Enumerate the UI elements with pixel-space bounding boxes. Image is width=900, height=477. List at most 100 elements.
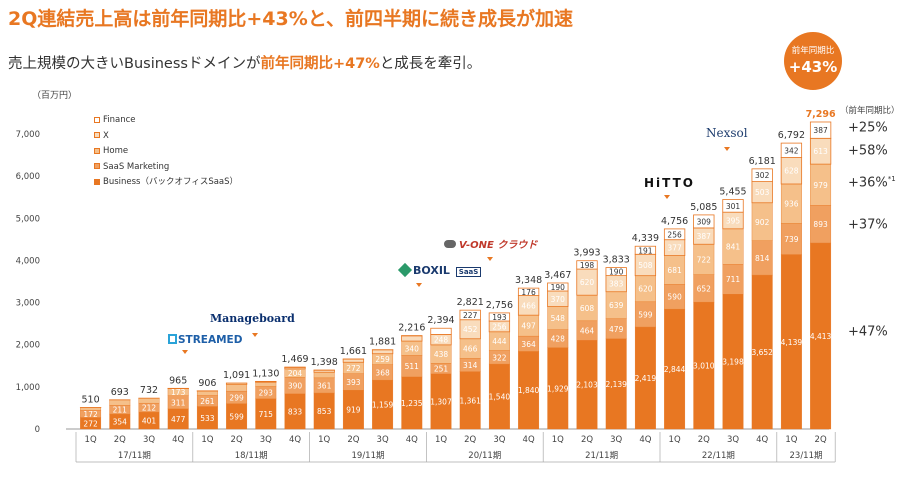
bar-segment [576, 260, 598, 270]
segment-label: 1,361 [459, 396, 481, 405]
x-tick-label: 1Q [435, 435, 447, 445]
legend-item-finance: Finance [94, 113, 238, 129]
segment-label: 979 [813, 181, 828, 190]
y-tick-label: 1,000 [16, 383, 40, 393]
total-label: 6,181 [749, 156, 776, 167]
legend-label: SaaS Marketing [103, 161, 170, 172]
bar-segment [751, 168, 773, 182]
segment-label: 2,103 [576, 381, 598, 390]
total-label: 6,792 [778, 130, 805, 141]
segment-label: 301 [726, 202, 741, 211]
segment-label: 340 [405, 344, 420, 353]
segment-label: 173 [171, 388, 186, 397]
x-tick-label: 3Q [260, 435, 272, 445]
period-label: 21/11期 [585, 451, 618, 461]
nexsol-logo-text: Nexsol [706, 126, 748, 140]
legend-label: Home [103, 146, 129, 156]
legend-swatch [94, 178, 100, 185]
segment-label: 613 [813, 147, 828, 156]
segment-label: 354 [113, 418, 128, 427]
total-label: 1,881 [369, 337, 396, 348]
segment-label: 2,419 [635, 374, 657, 383]
segment-label: 936 [784, 200, 799, 209]
total-label: 5,085 [690, 202, 717, 213]
segment-label: 3,652 [751, 348, 773, 357]
page-subtitle: 売上規模の大きいBusinessドメインが前年同期比+47%と成長を牽引。 [8, 52, 481, 73]
bar-segment [780, 142, 803, 158]
growth-label-x: +58% [848, 143, 888, 158]
chart-legend: Finance X Home SaaS Marketing Business（バ… [94, 113, 238, 191]
total-label: 2,394 [427, 315, 454, 326]
total-label: 3,993 [573, 248, 600, 259]
segment-label: 256 [667, 230, 682, 239]
segment-label: 212 [142, 404, 157, 413]
segment-label: 681 [667, 266, 682, 275]
y-tick-label: 0 [35, 425, 40, 435]
segment-label: 893 [813, 220, 828, 229]
x-tick-label: 2Q [698, 435, 710, 445]
acquisition-marker-icon [416, 283, 422, 287]
total-label: 4,756 [661, 216, 688, 227]
segment-label: 190 [551, 283, 566, 292]
segment-label: 191 [638, 246, 653, 255]
total-label: 693 [111, 387, 129, 398]
segment-label: 377 [667, 244, 682, 253]
acquisition-marker-icon [487, 257, 493, 261]
bar-segment [313, 372, 335, 379]
x-tick-label: 4Q [406, 435, 418, 445]
growth-value: +36% [848, 175, 888, 191]
segment-label: 833 [288, 407, 303, 416]
legend-item-home: Home [94, 144, 238, 160]
bar-segment [80, 407, 102, 411]
growth-value: +47% [848, 324, 888, 340]
y-tick-label: 5,000 [16, 214, 40, 224]
bar-segment [401, 335, 423, 342]
segment-label: 497 [521, 322, 536, 331]
period-label: 22/11期 [702, 451, 735, 461]
segment-label: 466 [521, 301, 536, 310]
y-tick-label: 6,000 [16, 172, 40, 182]
total-label: 1,130 [252, 368, 279, 379]
streamed-logo-text: STREAMED [178, 334, 243, 346]
bar-segment [109, 399, 131, 406]
segment-label: 628 [784, 167, 799, 176]
legend-swatch [94, 132, 100, 138]
segment-label: 508 [638, 261, 653, 270]
segment-label: 3,198 [722, 358, 744, 367]
growth-label-finance: +25% [848, 120, 888, 135]
legend-swatch [94, 116, 100, 123]
segment-label: 620 [638, 285, 653, 294]
segment-label: 652 [697, 284, 712, 293]
period-label: 20/11期 [468, 451, 501, 461]
total-label: 1,661 [340, 346, 367, 357]
growth-label-saas-marketing: +37% [848, 217, 888, 232]
x-tick-label: 4Q [756, 435, 768, 445]
segment-label: 599 [229, 412, 244, 421]
segment-label: 477 [171, 415, 186, 424]
acquisition-marker-icon [664, 195, 670, 199]
segment-label: 314 [463, 361, 478, 370]
yoy-badge-label: 前年同期比 [791, 46, 835, 56]
legend-swatch [94, 147, 100, 154]
total-label: 732 [140, 385, 158, 396]
vone-logo-icon [444, 240, 456, 248]
yoy-badge-value: +43% [788, 58, 838, 76]
segment-label: 211 [113, 406, 128, 415]
period-label: 19/11期 [352, 451, 385, 461]
x-tick-label: 3Q [610, 435, 622, 445]
segment-label: 272 [83, 419, 98, 428]
segment-label: 193 [492, 313, 507, 322]
segment-label: 464 [580, 327, 595, 336]
segment-label: 902 [755, 218, 770, 227]
total-label: 1,398 [311, 357, 338, 368]
bar-segment [693, 214, 715, 229]
segment-label: 841 [726, 243, 741, 252]
segment-label: 383 [609, 280, 624, 289]
segment-label: 739 [784, 235, 799, 244]
segment-label: 361 [317, 381, 332, 390]
legend-item-saas-marketing: SaaS Marketing [94, 160, 238, 176]
hitto-logo-text: HiTTO [644, 176, 696, 190]
segment-label: 1,840 [518, 386, 540, 395]
bar-segment [196, 390, 218, 396]
segment-label: 1,929 [547, 384, 569, 393]
